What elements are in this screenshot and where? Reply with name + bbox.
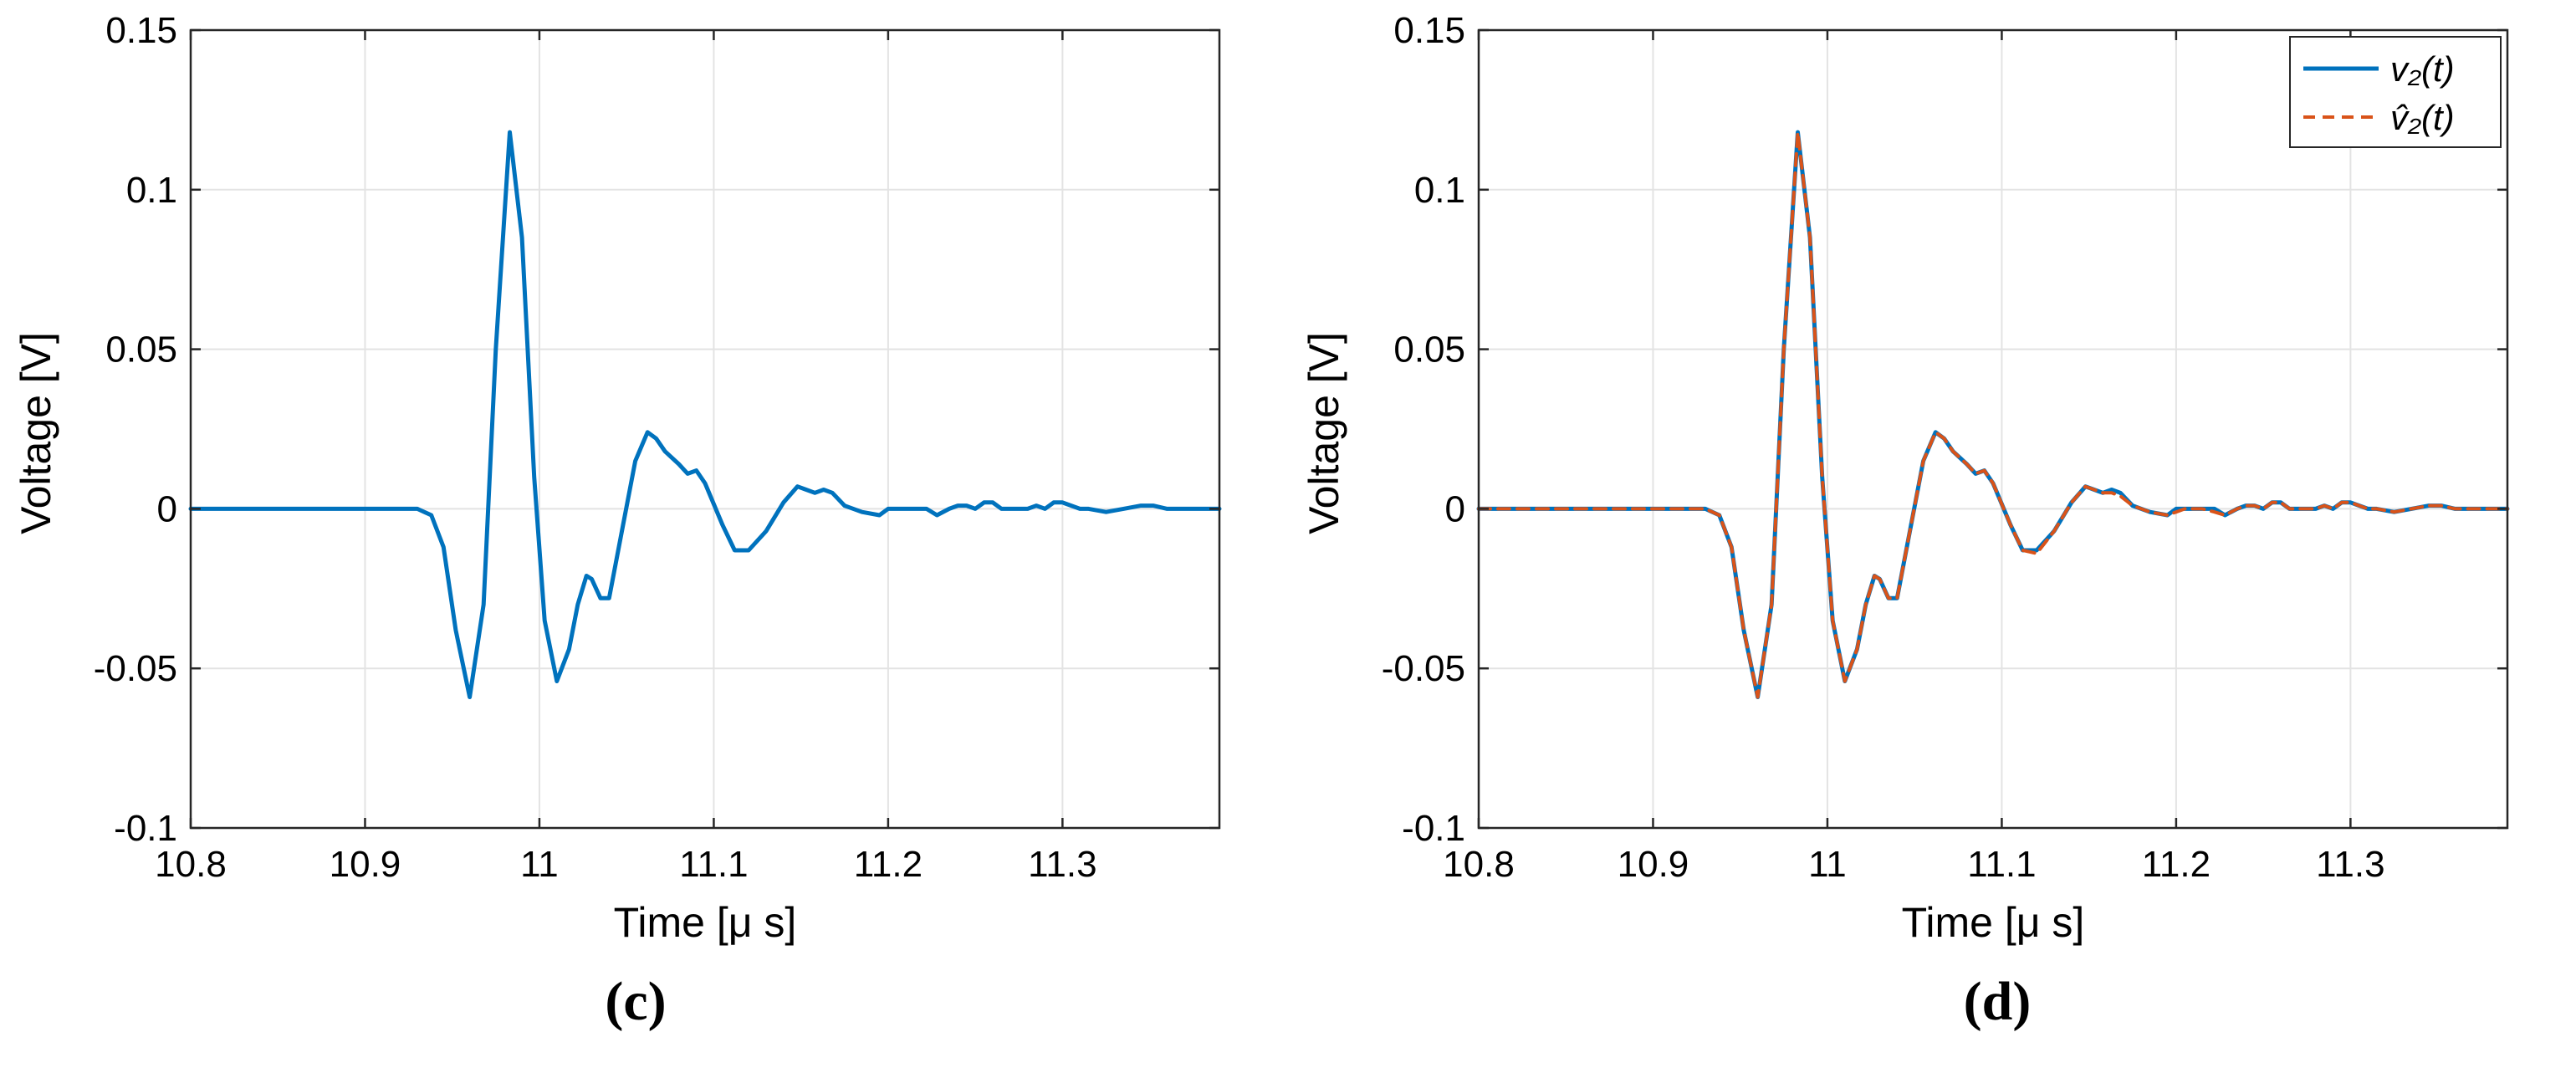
chart-panel-d: 10.8 10.9 11 11.1 11.2 11.3 -0.1 -0.05 0 0.05 0.1 0…: [1301, 10, 2510, 946]
x-tick-label: 11.2: [2142, 844, 2211, 885]
legend-label-2: v̂₂(t): [2390, 98, 2455, 137]
x-tick-label: 11.1: [1967, 844, 2036, 885]
y-tick-label: -0.05: [1382, 648, 1465, 689]
chart-panel-c: 10.8 10.9 11 11.1 11.2 11.3 -0.1 -0.05 0 0.05 0.1 0…: [13, 10, 1222, 946]
x-tick-label: 10.9: [1618, 844, 1689, 885]
y-tick-label: -0.1: [114, 808, 177, 849]
y-tick-label: 0.1: [1414, 170, 1465, 211]
plot-area: [191, 30, 1219, 828]
x-tick-label: 10.8: [1443, 844, 1515, 885]
axes-box: [1477, 28, 2509, 830]
x-tick-label: 11.1: [679, 844, 748, 885]
x-tick-label: 10.9: [330, 844, 401, 885]
legend-label-1: v₂(t): [2390, 49, 2455, 89]
y-tick-label: 0.15: [1393, 10, 1465, 51]
x-tick-label: 11.3: [2316, 844, 2384, 885]
panel-label-c: (c): [605, 971, 667, 1032]
y-tick-label: 0.05: [105, 330, 177, 370]
plot-area: [1479, 30, 2507, 828]
axes-box: [189, 28, 1221, 830]
y-tick-label: 0.15: [105, 10, 177, 51]
legend-box: [2289, 36, 2502, 148]
series-line-2: [1477, 130, 2509, 699]
y-tick-label: 0: [1445, 488, 1465, 529]
panel-label-d: (d): [1963, 971, 2032, 1032]
y-tick-label: 0: [157, 488, 177, 529]
x-tick-label: 11.2: [854, 844, 923, 885]
y-axis-label: Voltage [V]: [1301, 332, 1347, 534]
y-tick-label: 0.05: [1393, 330, 1465, 370]
series-line-1: [188, 130, 1222, 699]
y-axis-label: Voltage [V]: [13, 332, 59, 534]
y-tick-label: -0.05: [94, 648, 177, 689]
x-axis-label: Time [μ s]: [614, 899, 797, 946]
y-tick-label: 0.1: [126, 170, 177, 211]
x-tick-label: 11: [1808, 844, 1847, 885]
x-tick-label: 10.8: [155, 844, 227, 885]
x-tick-label: 11.3: [1028, 844, 1096, 885]
legend: v₂(t) v̂₂(t): [2289, 36, 2502, 148]
x-axis-label: Time [μ s]: [1902, 899, 2085, 946]
x-tick-label: 11: [520, 844, 559, 885]
y-tick-label: -0.1: [1402, 808, 1465, 849]
